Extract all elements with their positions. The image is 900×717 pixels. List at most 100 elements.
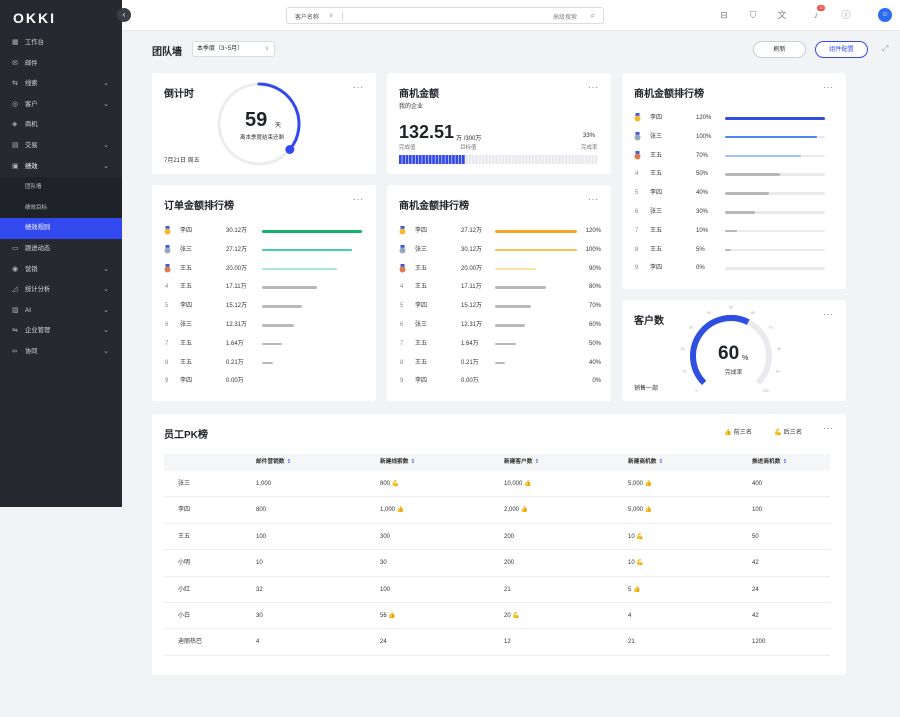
- inbox-icon[interactable]: ⊟: [720, 10, 728, 20]
- sort-icon[interactable]: ⇕: [782, 459, 788, 465]
- more-icon[interactable]: ···: [353, 83, 364, 92]
- more-icon[interactable]: ···: [823, 310, 834, 319]
- progress-segment-filled: [455, 155, 459, 164]
- rank-row[interactable]: 4 王五 17.11万: [164, 281, 364, 293]
- rank-row[interactable]: 7 王五 10%: [634, 225, 834, 237]
- advanced-search-link[interactable]: 高级搜索: [552, 15, 577, 21]
- sidebar-item[interactable]: 团队墙: [0, 177, 122, 198]
- progress-segment-empty: [468, 155, 472, 164]
- rank-row[interactable]: 9 李四 0.00万: [164, 375, 364, 387]
- sort-icon[interactable]: ⇕: [286, 459, 292, 465]
- bottom3-filter[interactable]: 💪 后三名: [774, 427, 802, 436]
- sidebar-item[interactable]: ▦ 工作台: [0, 33, 122, 54]
- sidebar-item[interactable]: ∞ 协同 ⌄: [0, 342, 122, 363]
- rank-row[interactable]: 王五 70%: [634, 150, 834, 162]
- rank-row[interactable]: 王五 20.00万: [164, 263, 364, 275]
- sidebar-item[interactable]: ◈ 商机: [0, 115, 122, 136]
- table-row[interactable]: 迪丽热巴 4 24 12 21 1200: [164, 629, 830, 656]
- progress-segment-empty: [481, 155, 485, 164]
- rank-row[interactable]: 9 李四 0.00万 0%: [399, 375, 601, 387]
- sidebar-item[interactable]: 绩效规则: [0, 218, 122, 239]
- rank-row[interactable]: 4 王五 50%: [634, 168, 834, 180]
- bell-icon[interactable]: ♪ 32: [813, 5, 826, 20]
- sort-icon[interactable]: ⇕: [534, 459, 540, 465]
- global-search[interactable]: 客户名称 ∨ 高级搜索 ⌕: [286, 7, 604, 24]
- rank-row[interactable]: 7 王五 1.64万 50%: [399, 338, 601, 350]
- table-row[interactable]: 张三 1,000 800 💪 10,000 👍 5,000 👍 400: [164, 471, 830, 498]
- pk-column-header[interactable]: 邮件营销数 ⇕: [256, 454, 291, 471]
- user-avatar[interactable]: ☺: [878, 8, 892, 22]
- fullscreen-icon[interactable]: ⤢: [882, 44, 889, 53]
- sidebar-item[interactable]: ▤ 交易 ⌄: [0, 136, 122, 157]
- rank-row[interactable]: 李四 27.12万 120%: [399, 225, 601, 237]
- rank-row[interactable]: 张三 100%: [634, 131, 834, 143]
- rank-value: 70%: [696, 152, 709, 159]
- sort-icon[interactable]: ⇕: [410, 459, 416, 465]
- refresh-button[interactable]: 刷新: [753, 41, 806, 58]
- sidebar-item[interactable]: ⇆ 线索 ⌄: [0, 74, 122, 95]
- rank-row[interactable]: 6 张三 30%: [634, 206, 834, 218]
- sidebar-item[interactable]: ⇋ 企业管理 ⌄: [0, 321, 122, 342]
- rank-row[interactable]: 4 王五 17.11万 80%: [399, 281, 601, 293]
- pk-header-label: 邮件营销数: [256, 459, 285, 465]
- rank-row[interactable]: 5 李四 15.12万 70%: [399, 300, 601, 312]
- pk-column-header[interactable]: 推进商机数 ⇕: [752, 454, 787, 471]
- sidebar-item[interactable]: 绩效目标: [0, 197, 122, 219]
- rank-row[interactable]: 8 王五 0.21万 40%: [399, 357, 601, 369]
- translate-icon[interactable]: 文: [777, 10, 787, 20]
- rank-bar-fill: [495, 361, 505, 365]
- rank-row[interactable]: 张三 30.12万 100%: [399, 244, 601, 256]
- sidebar-item[interactable]: ▭ 跟进动态: [0, 239, 122, 260]
- pk-column-header[interactable]: 新建客户数 ⇕: [504, 454, 539, 471]
- rank-row[interactable]: 王五 20.00万 90%: [399, 263, 601, 275]
- sidebar-item[interactable]: ◿ 统计分析 ⌄: [0, 280, 122, 301]
- okki-logo[interactable]: OKKI: [13, 10, 56, 26]
- sidebar-item[interactable]: ✉ 邮件: [0, 54, 122, 75]
- sidebar-item[interactable]: ◎ 客户 ⌄: [0, 95, 122, 116]
- top3-filter[interactable]: 👍 前三名: [724, 427, 752, 436]
- chevron-down-icon: ⌄: [103, 286, 109, 294]
- more-icon[interactable]: ···: [588, 83, 599, 92]
- rank-row[interactable]: 5 李四 15.12万: [164, 300, 364, 312]
- rank-row[interactable]: 张三 27.12万: [164, 244, 364, 256]
- rank-row[interactable]: 9 李四 0%: [634, 262, 834, 274]
- rank-row[interactable]: 李四 30.12万: [164, 225, 364, 237]
- help-icon[interactable]: ⓘ: [841, 10, 851, 20]
- pk-column-header[interactable]: 新建线索数 ⇕: [380, 454, 415, 471]
- sidebar-item[interactable]: ◉ 营销 ⌄: [0, 260, 122, 281]
- search-scope-select[interactable]: 客户名称: [295, 15, 320, 21]
- rank-row[interactable]: 5 李四 40%: [634, 187, 834, 199]
- rank-row[interactable]: 8 王五 5%: [634, 244, 834, 256]
- rank-name: 李四: [180, 228, 193, 234]
- rank-row[interactable]: 6 张三 12.31万 60%: [399, 319, 601, 331]
- shield-check-icon[interactable]: ⛉: [749, 10, 757, 20]
- progress-segment-empty: [554, 155, 558, 164]
- pk-cell-value: 10: [628, 533, 635, 540]
- sort-icon[interactable]: ⇕: [658, 459, 664, 465]
- search-icon[interactable]: ⌕: [590, 11, 595, 20]
- gauge-tick-label: 20: [681, 347, 685, 351]
- table-row[interactable]: 小红 32 100 21 5 👍 24: [164, 577, 830, 603]
- progress-segment-filled: [425, 155, 429, 164]
- rank-row[interactable]: 李四 120%: [634, 112, 834, 124]
- table-row[interactable]: 小白 30 56 👍 20 💪 4 42: [164, 603, 830, 630]
- rank-bar-track: [725, 229, 825, 233]
- pk-column-header[interactable]: 新建商机数 ⇕: [628, 454, 663, 471]
- component-config-button[interactable]: 组件配置: [815, 41, 868, 58]
- table-row[interactable]: 小明 10 30 200 10 💪 42: [164, 550, 830, 577]
- period-select[interactable]: 本季度（3~5月） ∨: [192, 41, 275, 57]
- sidebar-item[interactable]: ▣ 绩效 ⌄: [0, 157, 122, 178]
- progress-segment-empty: [561, 155, 565, 164]
- more-icon[interactable]: ···: [588, 195, 599, 204]
- rank-row[interactable]: 8 王五 0.21万: [164, 357, 364, 369]
- sidebar-item[interactable]: ▨ AI ⌄: [0, 301, 122, 322]
- collapse-sidebar-button[interactable]: ‹: [117, 8, 131, 22]
- rank-row[interactable]: 6 张三 12.31万: [164, 319, 364, 331]
- table-row[interactable]: 王五 100 300 200 10 💪 50: [164, 524, 830, 551]
- rank-row[interactable]: 7 王五 1.64万: [164, 338, 364, 350]
- table-row[interactable]: 李四 800 1,000 👍 2,000 👍 5,000 👍 100: [164, 497, 830, 524]
- more-icon[interactable]: ···: [823, 83, 834, 92]
- progress-segment-filled: [432, 155, 435, 164]
- more-icon[interactable]: ···: [353, 195, 364, 204]
- more-icon[interactable]: ···: [823, 424, 834, 433]
